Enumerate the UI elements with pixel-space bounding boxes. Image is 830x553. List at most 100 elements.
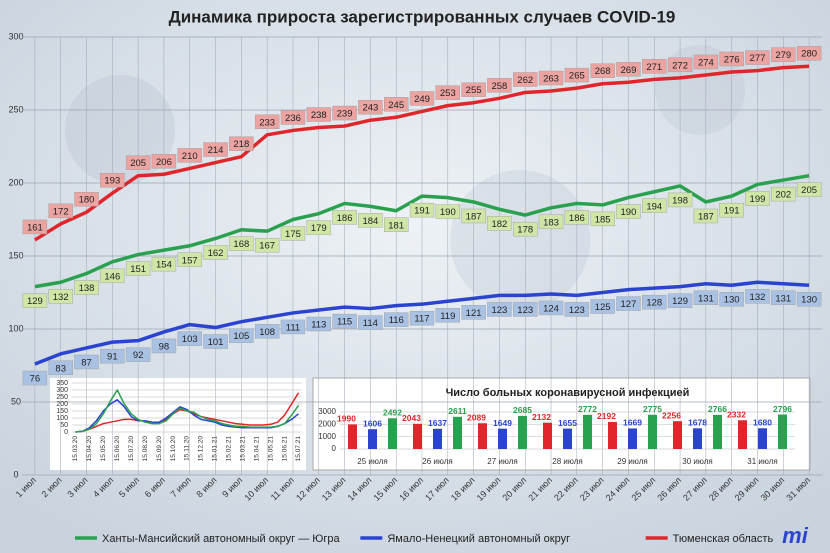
value-label: 154 <box>156 260 172 271</box>
legend-label: Ямало-Ненецкий автономный округ <box>387 533 570 545</box>
value-label-box <box>48 289 73 304</box>
bar <box>453 416 462 449</box>
value-label: 253 <box>440 88 456 99</box>
value-label: 124 <box>543 303 559 314</box>
value-label-box <box>564 67 590 83</box>
value-label: 274 <box>698 57 714 68</box>
value-label: 111 <box>286 322 300 333</box>
value-label: 186 <box>337 213 353 224</box>
value-label: 151 <box>130 264 146 275</box>
bar <box>758 428 767 449</box>
value-label-box <box>616 62 641 77</box>
value-label-box <box>229 136 254 151</box>
value-label-box <box>306 107 331 122</box>
y-tick-label: 100 <box>56 415 68 422</box>
value-label: 116 <box>389 315 404 326</box>
value-label-box <box>100 268 125 284</box>
bar <box>413 423 422 449</box>
value-label-box <box>745 50 770 65</box>
value-label: 2685 <box>513 405 532 415</box>
legend-label: Тюменская область <box>673 533 774 545</box>
value-label: 276 <box>724 55 740 66</box>
y-tick-label: 200 <box>8 177 23 187</box>
value-label: 127 <box>621 299 637 310</box>
x-tick-label: 15.11.20 <box>184 436 191 461</box>
value-label: 245 <box>388 100 404 111</box>
value-label: 130 <box>724 295 740 306</box>
value-label-box <box>693 290 719 305</box>
value-label-box <box>74 191 99 207</box>
value-label: 76 <box>30 374 41 385</box>
value-label: 121 <box>466 308 482 319</box>
value-label: 129 <box>672 296 688 307</box>
value-label: 181 <box>388 220 404 231</box>
value-label-box <box>487 78 512 93</box>
value-label: 218 <box>233 139 249 150</box>
value-label-box <box>125 261 151 276</box>
value-label-box <box>383 217 409 232</box>
value-label: 206 <box>156 157 172 168</box>
value-label-box <box>461 208 486 224</box>
value-label: 265 <box>569 71 585 82</box>
x-tick-label: 15.03.20 <box>72 436 79 462</box>
value-label: 168 <box>233 239 249 250</box>
value-label: 123 <box>517 305 533 316</box>
value-label: 191 <box>414 206 430 217</box>
bar <box>498 428 507 449</box>
value-label-box <box>177 148 202 163</box>
value-label: 1655 <box>558 418 577 428</box>
value-label-box <box>513 72 538 87</box>
bar <box>693 428 702 449</box>
value-label-box <box>229 328 254 343</box>
y-tick-label: 150 <box>56 408 68 415</box>
value-label-box <box>409 91 435 106</box>
value-label-box <box>332 313 357 329</box>
value-label-box <box>254 114 280 130</box>
value-label: 183 <box>543 217 559 228</box>
value-label: 123 <box>491 305 507 316</box>
value-label: 263 <box>543 74 559 85</box>
value-label-box <box>719 202 744 218</box>
x-tick-label: 15.04.20 <box>86 436 93 462</box>
value-label-box <box>667 293 693 308</box>
value-label: 131 <box>775 293 791 304</box>
value-label: 2043 <box>402 413 421 423</box>
value-label: 129 <box>27 296 43 307</box>
value-label: 238 <box>311 110 327 121</box>
bar <box>608 421 617 449</box>
value-label-box <box>383 312 409 327</box>
value-label-box <box>745 289 770 304</box>
bar <box>368 429 377 449</box>
value-label-box <box>22 370 48 386</box>
value-label-box <box>667 192 693 208</box>
x-tick-label: 15.05.20 <box>100 436 107 462</box>
value-label: 1637 <box>428 418 447 428</box>
value-label: 1606 <box>363 418 382 428</box>
bar <box>673 421 682 449</box>
value-label-box <box>745 191 770 206</box>
value-label-box <box>280 226 306 241</box>
value-label: 2492 <box>383 408 402 418</box>
x-tick-label: 30 июля <box>682 457 712 466</box>
chart-title: Динамика прироста зарегистрированных слу… <box>169 7 676 26</box>
bar <box>433 428 442 449</box>
value-label-box <box>409 310 435 326</box>
value-label: 1990 <box>337 414 356 424</box>
value-label: 2611 <box>448 406 467 416</box>
decor-virus <box>65 75 175 185</box>
value-label: 279 <box>775 50 791 61</box>
bar <box>478 423 487 449</box>
value-label-box <box>796 182 822 197</box>
value-label: 243 <box>362 103 378 114</box>
y-tick-label: 250 <box>56 394 68 401</box>
value-label-box <box>254 237 280 253</box>
value-label: 1678 <box>688 418 707 428</box>
value-label-box <box>332 210 357 225</box>
x-tick-label: 15.09.20 <box>156 436 163 462</box>
x-tick-label: 29 июля <box>617 457 647 466</box>
bar <box>738 420 747 449</box>
value-label-box <box>513 221 538 237</box>
value-label: 187 <box>698 211 714 222</box>
